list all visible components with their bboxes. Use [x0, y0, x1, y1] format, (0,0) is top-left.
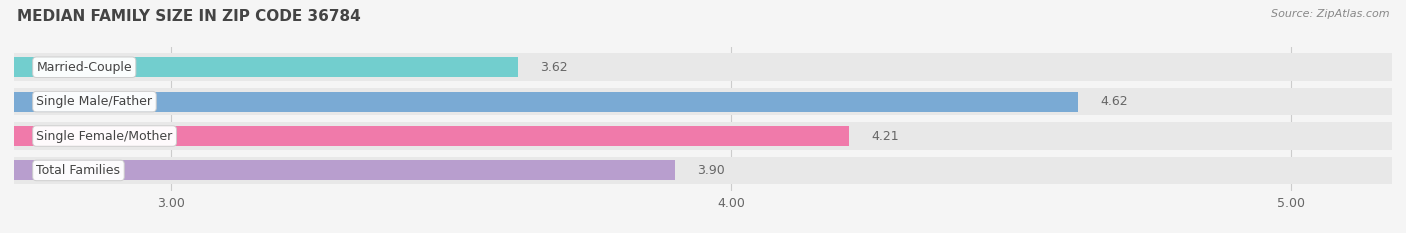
- Text: 4.21: 4.21: [872, 130, 898, 143]
- Bar: [14, 157, 1392, 184]
- Bar: [14, 57, 519, 77]
- Text: 3.90: 3.90: [697, 164, 725, 177]
- Bar: [14, 161, 675, 180]
- Text: Source: ZipAtlas.com: Source: ZipAtlas.com: [1271, 9, 1389, 19]
- Text: MEDIAN FAMILY SIZE IN ZIP CODE 36784: MEDIAN FAMILY SIZE IN ZIP CODE 36784: [17, 9, 360, 24]
- Bar: [14, 126, 849, 146]
- Bar: [14, 88, 1392, 115]
- Text: Married-Couple: Married-Couple: [37, 61, 132, 74]
- Text: Single Male/Father: Single Male/Father: [37, 95, 152, 108]
- Text: Single Female/Mother: Single Female/Mother: [37, 130, 173, 143]
- Bar: [14, 122, 1392, 150]
- Bar: [14, 54, 1392, 81]
- Text: 4.62: 4.62: [1101, 95, 1128, 108]
- Text: 3.62: 3.62: [540, 61, 568, 74]
- Bar: [14, 92, 1078, 112]
- Text: Total Families: Total Families: [37, 164, 121, 177]
